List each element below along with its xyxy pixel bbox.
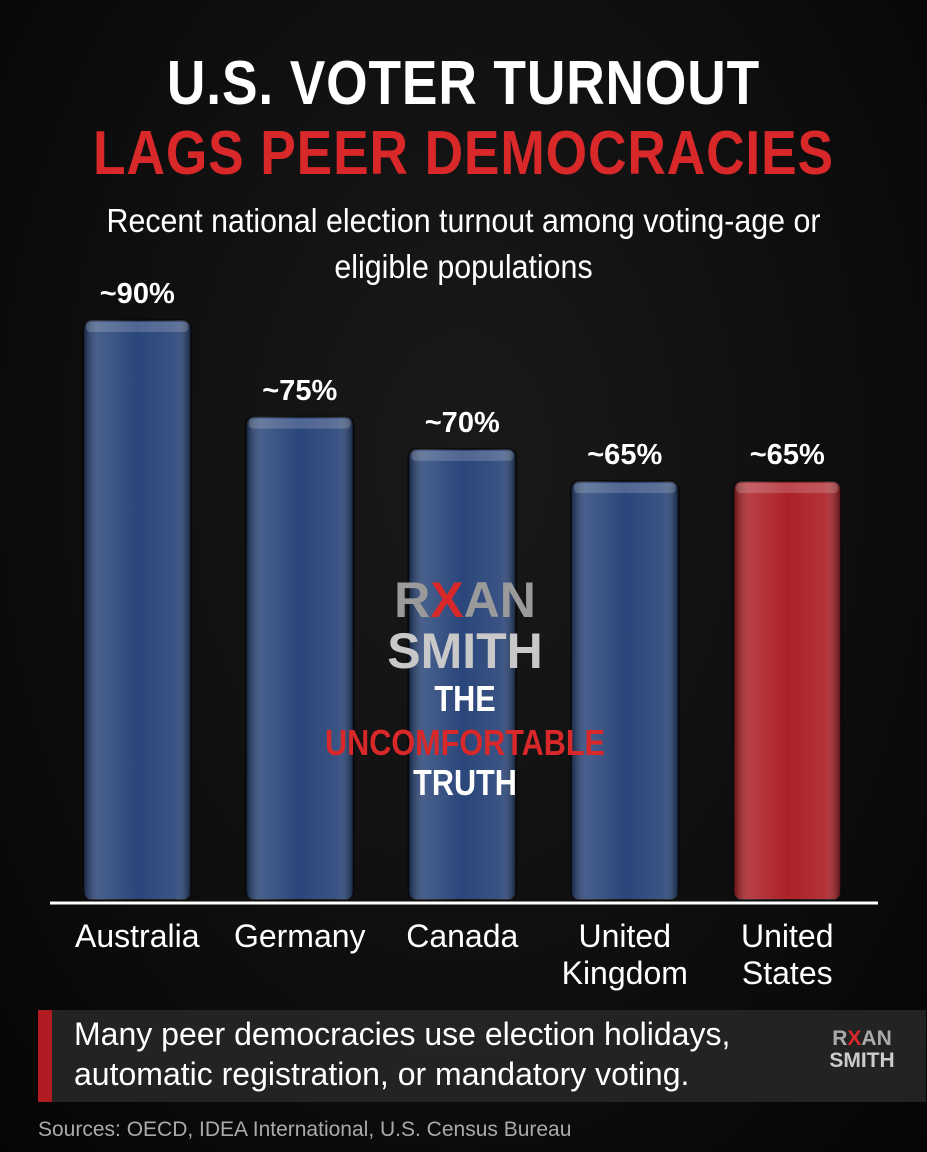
- bar-shine: [245, 416, 354, 900]
- bar-top: [573, 483, 676, 494]
- bar-top: [248, 418, 351, 429]
- logo-text: R: [394, 572, 431, 628]
- logo-text: THE: [434, 678, 496, 719]
- logo-text: X: [430, 572, 464, 628]
- logo-text: R: [832, 1027, 848, 1050]
- x-tick-label: Australia: [75, 918, 200, 954]
- bar-shine: [83, 320, 192, 900]
- bar-shine: [570, 481, 679, 900]
- x-tick-label: Germany: [233, 918, 366, 954]
- value-label: ~65%: [587, 439, 663, 472]
- x-tick-label: United States: [741, 918, 834, 991]
- logo-text: X: [847, 1027, 862, 1050]
- bar-top: [411, 450, 514, 461]
- source: Sources: OECD, IDEA International, U.S. …: [38, 1118, 572, 1141]
- bar-top: [736, 483, 839, 494]
- value-label: ~70%: [424, 406, 500, 439]
- x-tick-label: United Kingdom: [561, 918, 688, 991]
- bar-shine: [408, 448, 517, 900]
- logo: RXAN SMITH THE UNCOMFORTABLE TRUTH: [300, 575, 630, 801]
- logo-text: AN: [861, 1027, 892, 1050]
- value-label: ~75%: [262, 374, 338, 407]
- small-logo: RXAN SMITH: [812, 1028, 912, 1072]
- note-box: Many peer democracies use election holid…: [38, 1010, 926, 1102]
- bar-top: [86, 322, 189, 332]
- logo-text: TRUTH: [413, 762, 517, 803]
- note: Many peer democracies use election holid…: [74, 1016, 731, 1092]
- value-label: ~65%: [749, 439, 825, 472]
- logo-text: SMITH: [829, 1049, 895, 1072]
- value-label: ~90%: [99, 278, 175, 310]
- x-tick-label: Canada: [406, 918, 519, 954]
- logo-text: SMITH: [387, 623, 543, 679]
- logo-text: AN: [463, 572, 536, 628]
- title-line: LAGS PEER DEMOCRACIES: [93, 119, 834, 188]
- bar-shine: [733, 481, 842, 900]
- logo-text: UNCOMFORTABLE: [325, 722, 605, 763]
- title-line: U.S. VOTER TURNOUT: [166, 49, 761, 118]
- subtitle: Recent national election turnout among v…: [106, 202, 821, 285]
